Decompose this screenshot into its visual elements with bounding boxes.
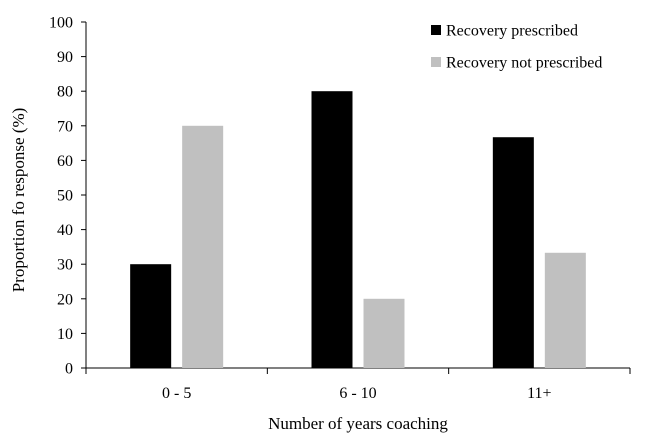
y-tick-label: 0 — [65, 361, 73, 378]
bar-not-prescribed — [363, 298, 405, 368]
bar-prescribed — [311, 91, 353, 368]
y-tick-label: 60 — [57, 153, 73, 170]
x-axis-title: Number of years coaching — [268, 414, 448, 433]
y-tick-label: 80 — [57, 84, 73, 101]
bar-not-prescribed — [544, 252, 586, 368]
y-tick-label: 70 — [57, 118, 73, 135]
y-tick-label: 50 — [57, 188, 73, 205]
bar-prescribed — [130, 264, 172, 368]
legend-label: Recovery not prescribed — [446, 55, 602, 72]
y-axis: 0 10 20 30 40 50 60 70 80 90 100 — [49, 15, 87, 378]
bars — [130, 91, 586, 368]
y-tick-label: 10 — [57, 326, 73, 343]
bar-prescribed — [492, 137, 534, 368]
x-tick-label: 0 - 5 — [162, 385, 191, 402]
y-tick-label: 100 — [49, 15, 73, 32]
y-tick-label: 20 — [57, 291, 73, 308]
y-tick-label: 90 — [57, 49, 73, 66]
bar-not-prescribed — [182, 125, 224, 368]
y-tick-label: 40 — [57, 222, 73, 239]
legend: Recovery prescribed Recovery not prescrib… — [431, 23, 602, 72]
y-axis-title: Proportion fo response (%) — [9, 108, 28, 293]
x-tick-label: 11+ — [527, 385, 551, 402]
y-tick-label: 30 — [57, 257, 73, 274]
legend-swatch — [431, 25, 441, 35]
x-axis: 0 - 5 6 - 10 11+ — [85, 367, 631, 402]
x-tick-label: 6 - 10 — [339, 385, 376, 402]
legend-swatch — [431, 57, 441, 67]
legend-label: Recovery prescribed — [446, 23, 578, 40]
